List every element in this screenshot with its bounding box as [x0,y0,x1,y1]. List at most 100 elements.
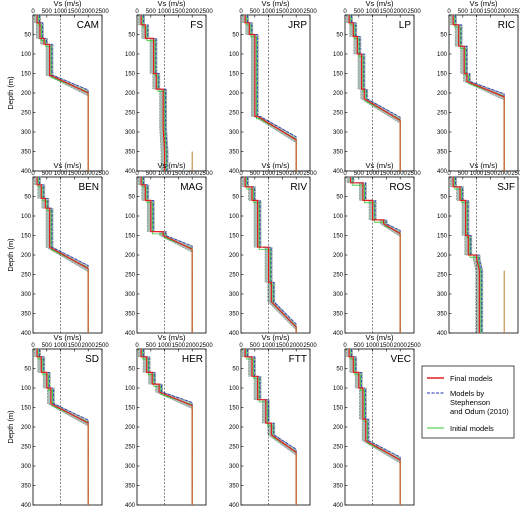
panel-ben: 0 500 1000 1500 2000 2500 Vs (m/s) 50 100 150 200 2… [6,161,109,337]
x-tick-label: 1000 [54,343,68,349]
y-tick-label: 400 [125,169,136,175]
x-axis-title: Vs (m/s) [366,0,394,8]
x-tick-label: 1500 [276,343,290,349]
y-tick-label: 250 [229,445,240,451]
y-tick-label: 150 [229,406,240,412]
y-tick-label: 400 [21,331,32,337]
x-tick-label: 2500 [199,343,213,349]
panel-sd: 0 500 1000 1500 2000 2500 Vs (m/s) 50 100 150 200 2… [6,333,109,509]
x-tick-label: 1500 [172,171,186,177]
y-tick-label: 50 [336,33,343,39]
y-tick-label: 250 [229,111,240,117]
y-tick-label: 300 [125,130,136,136]
x-tick-label: 2500 [303,171,317,177]
y-tick-label: 250 [21,445,32,451]
site-label: JRP [288,20,307,31]
x-axis-title: Vs (m/s) [158,333,186,342]
x-tick-label: 0 [239,9,243,15]
x-tick-label: 1000 [366,343,380,349]
y-tick-label: 150 [437,72,448,78]
x-tick-label: 1500 [68,171,82,177]
y-tick-label: 350 [333,150,344,156]
y-tick-label: 100 [333,214,344,220]
x-tick-label: 500 [42,343,53,349]
y-tick-label: 50 [24,195,31,201]
x-tick-label: 1000 [54,171,68,177]
y-tick-label: 200 [21,425,32,431]
y-tick-label: 350 [229,312,240,318]
panel-ftt: 0 500 1000 1500 2000 2500 Vs (m/s) 50 100 150 200 2… [229,333,317,509]
x-tick-label: 500 [354,343,365,349]
stephenson-model-line [39,349,89,505]
x-axis-title: Vs (m/s) [158,0,186,8]
x-tick-label: 2500 [407,9,421,15]
y-tick-label: 300 [333,292,344,298]
initial-model-line [350,349,401,505]
y-tick-label: 150 [21,72,32,78]
y-tick-label: 250 [333,273,344,279]
x-axis-title: Vs (m/s) [366,333,394,342]
y-tick-label: 300 [229,130,240,136]
x-tick-label: 2000 [290,9,304,15]
x-tick-label: 500 [354,9,365,15]
x-tick-label: 1000 [158,343,172,349]
site-label: BEN [78,182,99,193]
x-tick-label: 2000 [498,9,512,15]
y-tick-label: 100 [125,52,136,58]
x-tick-label: 2000 [82,171,96,177]
y-tick-label: 150 [125,234,136,240]
y-tick-label: 400 [333,331,344,337]
y-tick-label: 50 [232,195,239,201]
y-tick-label: 150 [333,234,344,240]
x-tick-label: 2000 [394,343,408,349]
y-tick-label: 100 [437,214,448,220]
y-tick-label: 300 [229,464,240,470]
final-model-line [349,177,401,333]
panel-frame [344,176,415,334]
x-tick-label: 0 [31,171,35,177]
stephenson-model-line [247,15,297,171]
panel-frame [448,176,519,334]
y-tick-label: 200 [125,253,136,259]
y-tick-label: 100 [21,214,32,220]
site-label: ROS [389,182,411,193]
x-tick-label: 0 [239,343,243,349]
x-tick-label: 0 [343,9,347,15]
x-tick-label: 1500 [172,343,186,349]
x-axis-title: Vs (m/s) [54,333,82,342]
x-tick-label: 1500 [484,9,498,15]
y-tick-label: 100 [229,214,240,220]
x-tick-label: 2500 [407,171,421,177]
y-tick-label: 350 [125,312,136,318]
x-tick-label: 2000 [186,343,200,349]
y-tick-label: 400 [125,331,136,337]
x-tick-label: 2500 [407,343,421,349]
x-tick-label: 1000 [262,171,276,177]
stephenson-model-line [351,349,401,505]
panel-vec: 0 500 1000 1500 2000 2500 Vs (m/s) 50 100 150 200 2… [333,333,421,509]
initial-model-line [142,15,167,171]
site-label: HER [182,354,203,365]
x-tick-label: 2000 [498,171,512,177]
y-tick-label: 350 [125,484,136,490]
y-tick-label: 50 [440,33,447,39]
y-tick-label: 400 [125,503,136,509]
x-tick-label: 1500 [276,9,290,15]
x-axis-title: Vs (m/s) [262,333,290,342]
y-tick-label: 250 [229,273,240,279]
x-tick-label: 1000 [158,171,172,177]
y-tick-label: 250 [125,273,136,279]
final-model-line [452,177,480,333]
x-tick-label: 2000 [290,343,304,349]
y-tick-label: 300 [333,130,344,136]
y-tick-label: 50 [128,33,135,39]
y-tick-label: 50 [336,195,343,201]
final-model-line [244,15,297,171]
x-tick-label: 0 [343,343,347,349]
initial-model-line [350,15,401,171]
x-axis-title: Vs (m/s) [262,0,290,8]
x-tick-label: 0 [31,343,35,349]
